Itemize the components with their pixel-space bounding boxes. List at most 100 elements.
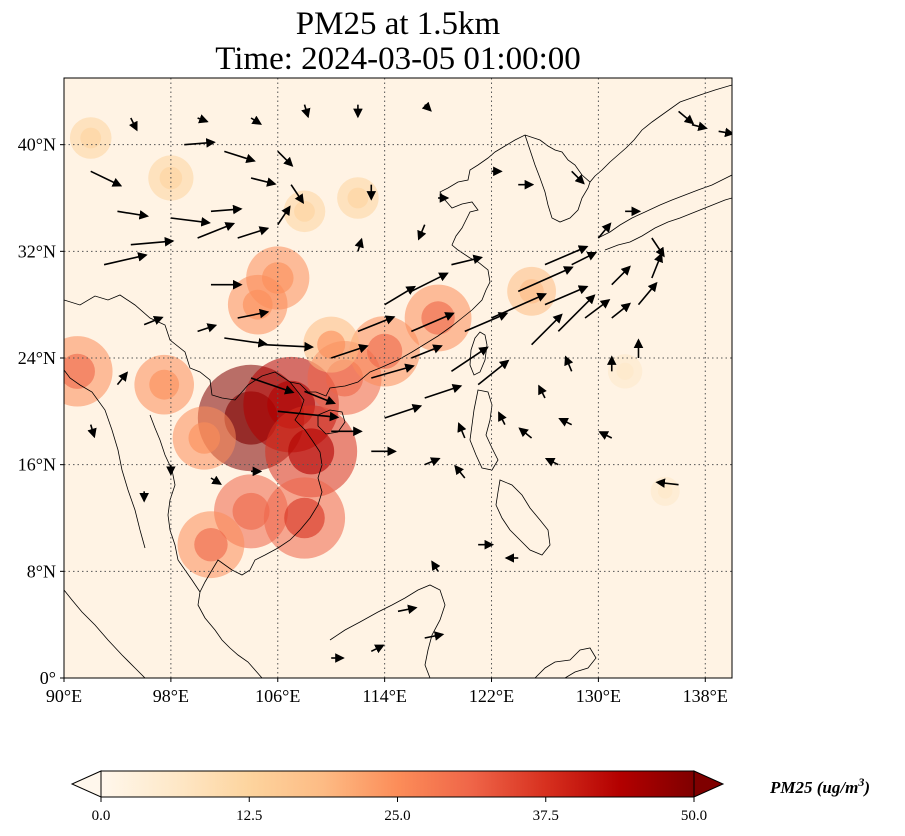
wind-arrow xyxy=(210,475,222,485)
wind-arrow xyxy=(411,312,455,333)
wind-arrow xyxy=(611,302,632,319)
xtick-label: 90°E xyxy=(46,686,82,706)
wind-arrow xyxy=(103,252,148,266)
map-frame xyxy=(63,77,733,679)
wind-arrow xyxy=(544,245,589,266)
wind-arrow xyxy=(517,266,574,293)
wind-vectors xyxy=(87,101,732,663)
wind-arrow xyxy=(384,403,423,419)
wind-arrow xyxy=(678,110,695,125)
coastline-sulawesi xyxy=(534,647,597,678)
wind-arrow xyxy=(571,170,585,185)
longitude-ticks: 90°E 98°E 106°E 114°E 122°E 130°E 138°E xyxy=(46,678,728,706)
colorbar-extend-max xyxy=(693,770,725,798)
wind-arrow xyxy=(354,237,364,252)
pm25-hotspot-core xyxy=(657,484,673,499)
wind-arrow xyxy=(277,410,340,422)
wind-arrow xyxy=(431,560,441,572)
wind-arrow xyxy=(224,150,256,164)
pm25-hotspot-core xyxy=(347,187,369,209)
wind-arrow xyxy=(477,359,510,386)
pm25-hotspot-core xyxy=(317,330,346,359)
wind-arrow xyxy=(558,417,573,427)
wind-arrow xyxy=(87,424,97,439)
colorbar-tick-label: 25.0 xyxy=(384,808,410,824)
wind-arrow xyxy=(411,344,443,359)
wind-arrow xyxy=(250,115,262,125)
wind-arrow xyxy=(301,104,311,119)
wind-arrow xyxy=(564,355,574,372)
wind-arrow xyxy=(637,281,658,306)
colorbar-tick-label: 12.5 xyxy=(236,808,262,824)
wind-arrow xyxy=(531,313,563,346)
ytick-label: 8°N xyxy=(27,561,56,581)
pm25-hotspot-core xyxy=(80,127,102,149)
wind-arrow xyxy=(250,177,277,187)
wind-arrow xyxy=(421,101,432,112)
wind-arrow xyxy=(384,285,417,306)
wind-arrow xyxy=(197,323,218,333)
pm25-hotspot-core xyxy=(284,497,325,539)
coastline-borneo xyxy=(329,584,446,678)
pm25-hotspot-core xyxy=(242,289,273,320)
ytick-label: 0° xyxy=(40,668,56,688)
xtick-label: 122°E xyxy=(469,686,514,706)
coastline-gulf-of-thailand xyxy=(149,414,201,593)
wind-arrow xyxy=(597,222,612,239)
wind-arrow xyxy=(210,204,243,215)
pm25-hotspot-core xyxy=(188,422,221,454)
wind-arrow xyxy=(464,312,509,333)
latitude-ticks: 0° 8°N 16°N 24°N 32°N 40°N xyxy=(18,135,64,688)
pm25-hotspot-core xyxy=(294,200,315,222)
wind-arrow xyxy=(237,226,270,239)
pm25-field xyxy=(64,117,680,579)
pm25-hotspot-core xyxy=(616,362,634,380)
wind-arrow xyxy=(197,114,209,124)
coastline-hainan xyxy=(317,409,346,435)
colorbar-tick-label: 50.0 xyxy=(681,808,707,824)
xtick-label: 138°E xyxy=(683,686,728,706)
wind-arrow xyxy=(370,644,385,654)
wind-arrow xyxy=(411,272,449,293)
colorbar-tick-label: 0.0 xyxy=(92,808,111,824)
wind-arrow xyxy=(611,265,631,286)
pm25-hotspot-core xyxy=(232,492,270,530)
wind-arrow xyxy=(571,251,598,266)
wind-arrow xyxy=(544,457,559,467)
wind-arrow xyxy=(424,631,445,641)
pm25-hotspot-core xyxy=(421,301,455,335)
xtick-label: 98°E xyxy=(153,686,189,706)
ytick-label: 24°N xyxy=(18,348,56,368)
xtick-label: 106°E xyxy=(255,686,300,706)
wind-arrow xyxy=(250,377,295,395)
wind-arrow xyxy=(90,170,123,187)
wind-arrow xyxy=(655,478,679,488)
colorbar-extend-min xyxy=(70,770,102,798)
wind-arrow xyxy=(184,138,216,148)
ytick-label: 32°N xyxy=(18,241,56,261)
coastline-japan xyxy=(597,174,732,239)
wind-arrow xyxy=(170,217,211,227)
wind-arrow xyxy=(557,294,596,332)
wind-arrow xyxy=(417,224,427,241)
wind-arrow xyxy=(304,390,336,405)
wind-arrow xyxy=(128,117,138,132)
wind-arrow xyxy=(544,285,589,306)
colorbar-gradient xyxy=(100,770,695,798)
wind-arrow xyxy=(277,150,294,167)
coastline-indochina xyxy=(197,381,323,678)
wind-arrow xyxy=(357,315,396,333)
pm25-hotspot-core xyxy=(288,428,335,475)
coastline-philippines-south xyxy=(495,479,551,556)
colorbar-tick-label: 37.5 xyxy=(533,808,559,824)
coastline-japan-south xyxy=(604,197,732,251)
coastline-korea xyxy=(524,134,591,223)
wind-arrow xyxy=(538,384,547,399)
wind-arrow xyxy=(491,292,547,319)
ytick-label: 40°N xyxy=(18,135,56,155)
wind-arrow xyxy=(584,299,611,319)
wind-arrow xyxy=(330,343,369,359)
xtick-label: 114°E xyxy=(362,686,407,706)
wind-arrow xyxy=(130,236,175,247)
